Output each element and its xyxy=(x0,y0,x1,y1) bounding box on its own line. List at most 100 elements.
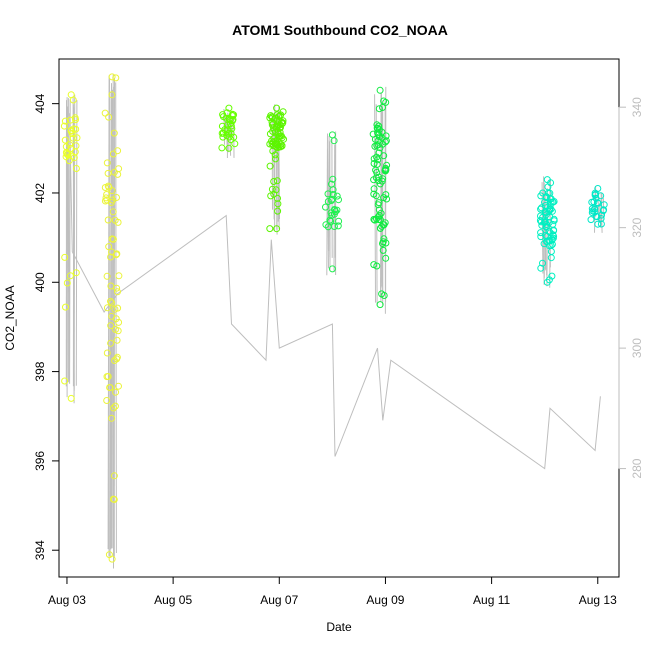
data-point xyxy=(370,215,378,223)
data-point xyxy=(60,122,68,130)
data-point xyxy=(327,217,335,225)
data-point xyxy=(67,394,75,402)
data-point xyxy=(370,176,378,184)
data-point xyxy=(382,239,390,247)
data-point xyxy=(324,198,332,205)
data-point xyxy=(115,272,123,280)
data-point xyxy=(67,91,75,99)
data-point xyxy=(112,74,120,82)
data-point xyxy=(546,213,554,221)
y2-tick-label: 300 xyxy=(630,338,644,358)
data-point xyxy=(108,555,116,563)
data-point xyxy=(542,194,550,202)
data-point xyxy=(383,195,391,203)
data-point xyxy=(372,166,380,174)
data-point xyxy=(543,176,551,184)
data-point xyxy=(592,194,600,202)
data-point xyxy=(114,170,122,178)
y-tick-label: 400 xyxy=(33,272,47,292)
data-point xyxy=(229,117,236,125)
data-point xyxy=(61,377,69,385)
data-point xyxy=(273,104,281,112)
data-point xyxy=(266,162,274,170)
data-point xyxy=(114,288,121,296)
y-tick-label: 396 xyxy=(33,451,47,471)
data-point xyxy=(102,194,110,202)
data-point xyxy=(597,215,605,222)
data-point xyxy=(324,190,332,198)
data-point xyxy=(371,135,379,143)
data-point xyxy=(375,105,383,113)
secondary-spike xyxy=(67,106,69,383)
data-point xyxy=(108,248,116,256)
data-point xyxy=(377,209,385,217)
data-point xyxy=(272,155,279,163)
data-point xyxy=(68,152,76,160)
data-point xyxy=(379,246,387,254)
data-point xyxy=(268,185,276,193)
data-point xyxy=(103,304,111,312)
data-point xyxy=(335,196,342,204)
data-point xyxy=(376,301,384,309)
data-point xyxy=(103,159,111,167)
data-point xyxy=(112,315,120,323)
data-point xyxy=(545,208,553,216)
data-point xyxy=(322,203,329,211)
data-point xyxy=(104,182,112,190)
data-point xyxy=(230,133,238,141)
data-point xyxy=(380,97,388,105)
data-point xyxy=(223,121,231,129)
data-point xyxy=(115,318,123,326)
data-point xyxy=(69,134,77,142)
data-point xyxy=(67,145,75,152)
data-point xyxy=(600,201,608,209)
x-tick-label: Aug 13 xyxy=(579,593,617,607)
data-point xyxy=(103,397,111,404)
data-point xyxy=(588,209,596,217)
data-point xyxy=(108,299,116,307)
data-point xyxy=(73,134,81,142)
data-point xyxy=(593,213,601,221)
secondary-spike xyxy=(73,94,76,392)
x-tick-label: Aug 07 xyxy=(260,593,298,607)
data-point xyxy=(539,259,546,267)
data-point xyxy=(378,128,386,136)
data-point xyxy=(231,140,239,148)
plot-box xyxy=(58,58,620,578)
data-point xyxy=(374,156,382,164)
x-tick-label: Aug 09 xyxy=(366,593,404,607)
data-point xyxy=(379,221,387,229)
data-point xyxy=(276,112,284,120)
data-point xyxy=(273,177,281,185)
data-point xyxy=(62,303,69,311)
data-point xyxy=(536,217,544,224)
data-point xyxy=(328,265,336,273)
data-point xyxy=(379,104,386,111)
data-point xyxy=(328,131,336,139)
data-point xyxy=(374,129,382,137)
data-point xyxy=(587,216,595,224)
data-point xyxy=(115,382,122,390)
data-point xyxy=(270,142,277,150)
data-point xyxy=(373,121,381,129)
data-point xyxy=(322,221,330,229)
data-point xyxy=(547,248,555,255)
data-point xyxy=(588,205,596,213)
points-layer xyxy=(60,73,608,563)
data-point xyxy=(278,142,286,150)
data-point xyxy=(101,197,109,205)
data-point xyxy=(270,124,277,132)
data-point xyxy=(227,122,235,130)
data-point xyxy=(380,292,388,299)
data-point xyxy=(106,384,114,391)
data-point xyxy=(376,144,384,152)
secondary-spike xyxy=(600,194,603,225)
data-point xyxy=(376,86,384,94)
data-point xyxy=(72,165,80,172)
data-point xyxy=(228,125,236,133)
y2-tick-label: 320 xyxy=(630,217,644,237)
secondary-series-line xyxy=(69,113,601,470)
data-point xyxy=(268,140,276,148)
data-point xyxy=(546,206,554,214)
data-point xyxy=(382,137,390,145)
